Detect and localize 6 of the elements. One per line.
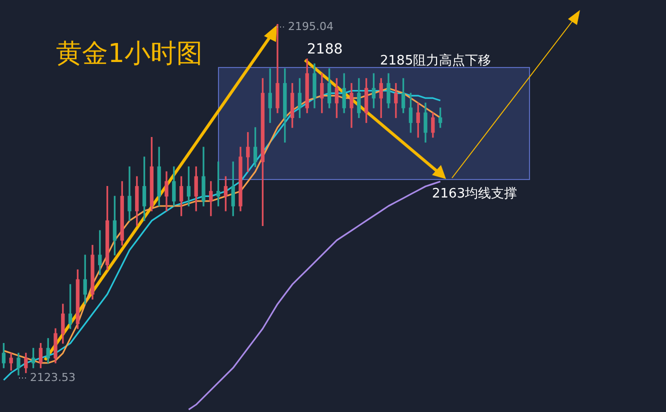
annotation: 2188 (307, 42, 343, 58)
annotation: 2185阻力高点下移 (380, 52, 492, 68)
annotation: 2123.53 (30, 370, 76, 384)
text: 黄金1小时图 (56, 38, 203, 71)
annotation: 2195.04 (288, 20, 334, 33)
annotation: 2163均线支撑 (432, 186, 518, 202)
